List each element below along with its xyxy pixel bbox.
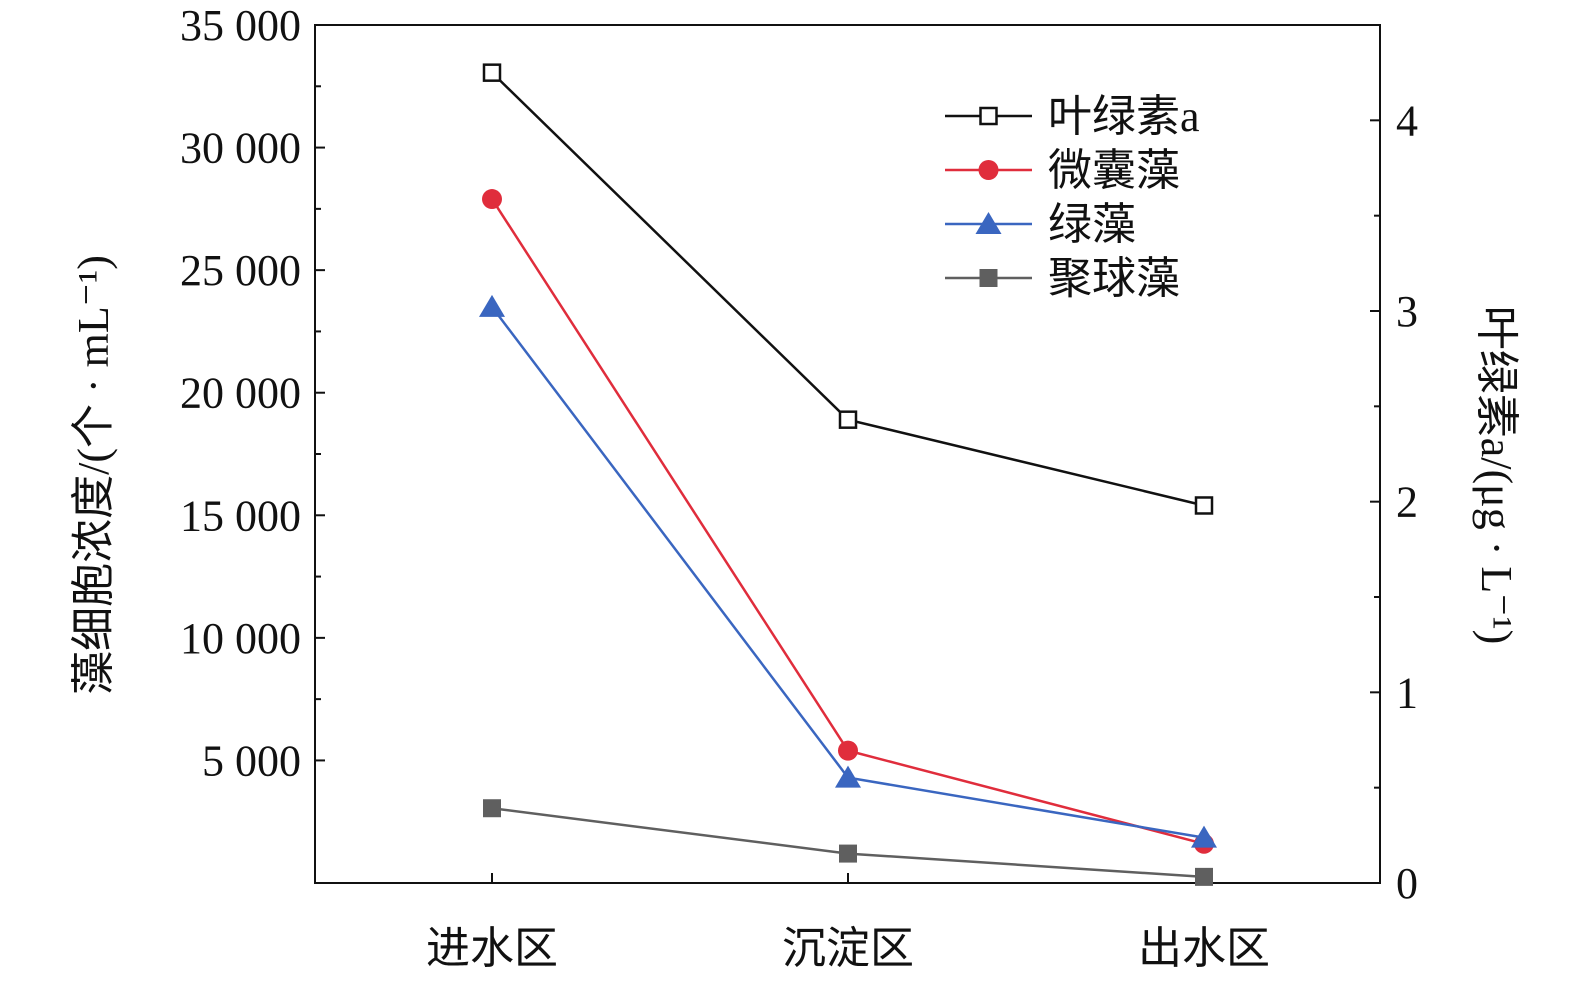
left-tick-label: 35 000: [180, 1, 301, 50]
left-tick-label: 5 000: [202, 736, 301, 785]
right-axis-ticks: 0 1 2 3 4: [1370, 96, 1418, 908]
chlorophyll-a-point: [1194, 496, 1214, 515]
right-tick-label: 4: [1396, 96, 1418, 145]
left-tick-label: 10 000: [180, 614, 301, 663]
left-tick-label: 15 000: [180, 491, 301, 540]
green-algae-point: [1191, 825, 1217, 848]
synechococcus-point: [839, 844, 857, 863]
right-tick-label: 3: [1396, 287, 1418, 336]
left-tick-label: 30 000: [180, 124, 301, 173]
right-tick-label: 2: [1396, 478, 1418, 527]
legend-marker-synechococcus: [979, 269, 998, 287]
microcystis-point: [482, 189, 502, 210]
left-tick-label: 20 000: [180, 369, 301, 418]
legend-marker-green-algae: [975, 212, 1002, 234]
series-chlorophyll-a: [482, 63, 1214, 515]
left-axis-ticks: 5 000 10 000 15 000 20 000 25 000 30 000 35 00…: [180, 1, 325, 785]
left-tick-label: 25 000: [180, 246, 301, 295]
right-tick-label: 1: [1396, 668, 1418, 717]
chlorophyll-a-point: [838, 410, 858, 429]
microcystis-point: [838, 740, 858, 761]
legend-label-chlorophyll-a: 叶绿素a: [1048, 92, 1200, 141]
legend-marker-chlorophyll-a: [979, 106, 998, 126]
x-tick-label: 沉淀区: [782, 924, 914, 973]
synechococcus-point: [1195, 867, 1213, 886]
series-layer: [479, 63, 1217, 886]
legend-marker-microcystis: [978, 160, 999, 180]
green-algae-point: [835, 765, 861, 788]
series-green-algae: [479, 294, 1217, 848]
left-axis-title: 藻细胞浓度/(个 · mL⁻¹): [69, 255, 118, 695]
legend-label-synechococcus: 聚球藻: [1048, 254, 1180, 303]
x-tick-label: 出水区: [1138, 924, 1270, 973]
synechococcus-point: [483, 799, 501, 818]
series-synechococcus: [483, 799, 1213, 886]
chlorophyll-a-point: [482, 63, 502, 82]
x-tick-label: 进水区: [426, 924, 558, 973]
right-axis-title: 叶绿素a/(μg · L⁻¹): [1472, 306, 1521, 645]
green-algae-point: [479, 294, 505, 317]
x-axis-ticks: 进水区 沉淀区 出水区: [426, 873, 1270, 973]
legend-label-microcystis: 微囊藻: [1048, 146, 1180, 195]
legend-label-green-algae: 绿藻: [1048, 200, 1136, 249]
right-tick-label: 0: [1396, 859, 1418, 908]
